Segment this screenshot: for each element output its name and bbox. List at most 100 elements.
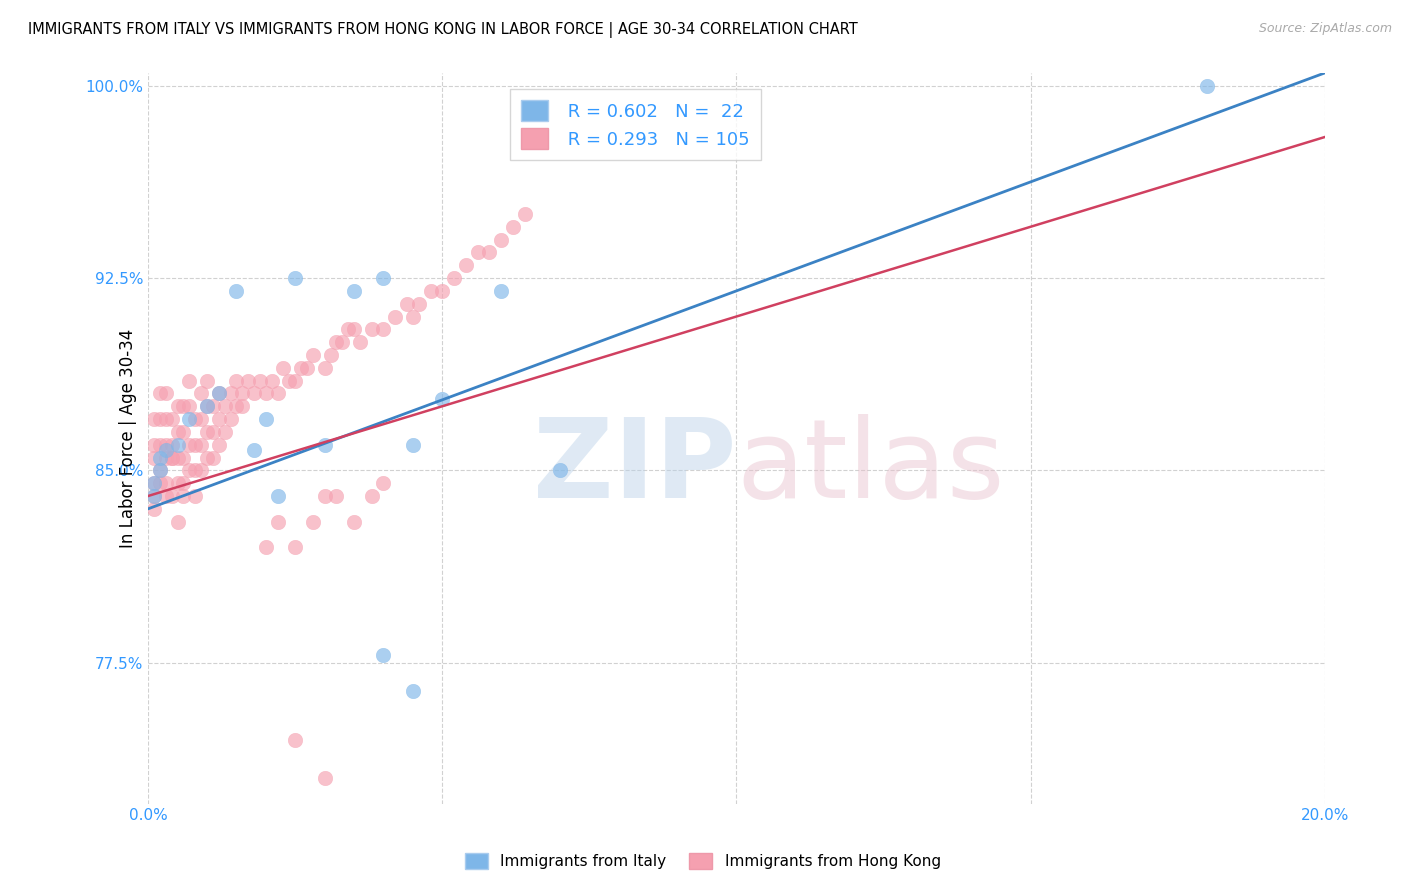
Point	[373, 648, 395, 662]
Point	[489, 284, 512, 298]
Point	[179, 374, 201, 388]
Point	[249, 374, 271, 388]
Point	[1195, 78, 1218, 93]
Point	[419, 284, 441, 298]
Point	[231, 386, 253, 401]
Point	[432, 284, 454, 298]
Point	[254, 386, 277, 401]
Point	[201, 450, 224, 465]
Point	[179, 399, 201, 413]
Point	[454, 258, 477, 272]
Point	[166, 399, 188, 413]
Point	[273, 360, 295, 375]
Y-axis label: In Labor Force | Age 30-34: In Labor Force | Age 30-34	[120, 328, 136, 548]
Point	[143, 450, 166, 465]
Point	[330, 335, 353, 350]
Point	[260, 374, 283, 388]
Point	[143, 412, 166, 426]
Point	[325, 489, 347, 503]
Point	[143, 489, 166, 503]
Point	[143, 476, 166, 491]
Point	[395, 296, 418, 310]
Point	[190, 463, 212, 477]
Point	[284, 541, 307, 555]
Point	[160, 412, 183, 426]
Point	[208, 386, 231, 401]
Point	[143, 501, 166, 516]
Point	[243, 442, 266, 457]
Point	[302, 515, 325, 529]
Point	[160, 438, 183, 452]
Point	[172, 425, 194, 439]
Point	[443, 271, 465, 285]
Point	[195, 425, 218, 439]
Point	[290, 360, 312, 375]
Text: Source: ZipAtlas.com: Source: ZipAtlas.com	[1258, 22, 1392, 36]
Point	[467, 245, 489, 260]
Point	[238, 374, 260, 388]
Point	[402, 310, 425, 324]
Point	[219, 386, 242, 401]
Point	[314, 771, 336, 785]
Point	[208, 412, 231, 426]
Point	[149, 450, 172, 465]
Point	[243, 386, 266, 401]
Point	[208, 386, 231, 401]
Point	[184, 438, 207, 452]
Point	[149, 412, 172, 426]
Point	[195, 450, 218, 465]
Point	[337, 322, 360, 336]
Point	[432, 392, 454, 406]
Point	[225, 399, 247, 413]
Legend:  R = 0.602   N =  22,  R = 0.293   N = 105: R = 0.602 N = 22, R = 0.293 N = 105	[510, 89, 761, 160]
Point	[155, 412, 177, 426]
Point	[360, 322, 382, 336]
Point	[343, 515, 366, 529]
Point	[190, 412, 212, 426]
Text: ZIP: ZIP	[533, 414, 737, 521]
Point	[155, 442, 177, 457]
Point	[149, 438, 172, 452]
Point	[179, 463, 201, 477]
Point	[184, 489, 207, 503]
Point	[179, 438, 201, 452]
Point	[190, 386, 212, 401]
Point	[214, 425, 236, 439]
Point	[278, 374, 301, 388]
Point	[343, 322, 366, 336]
Point	[219, 412, 242, 426]
Point	[155, 476, 177, 491]
Point	[314, 438, 336, 452]
Point	[155, 386, 177, 401]
Point	[172, 450, 194, 465]
Point	[184, 412, 207, 426]
Point	[166, 425, 188, 439]
Point	[184, 463, 207, 477]
Point	[295, 360, 318, 375]
Point	[402, 683, 425, 698]
Point	[143, 438, 166, 452]
Point	[349, 335, 371, 350]
Point	[325, 335, 347, 350]
Point	[373, 271, 395, 285]
Point	[166, 515, 188, 529]
Point	[190, 438, 212, 452]
Point	[155, 450, 177, 465]
Point	[201, 425, 224, 439]
Point	[160, 450, 183, 465]
Point	[343, 284, 366, 298]
Point	[208, 438, 231, 452]
Point	[160, 489, 183, 503]
Point	[319, 348, 342, 362]
Text: IMMIGRANTS FROM ITALY VS IMMIGRANTS FROM HONG KONG IN LABOR FORCE | AGE 30-34 CO: IMMIGRANTS FROM ITALY VS IMMIGRANTS FROM…	[28, 22, 858, 38]
Point	[172, 399, 194, 413]
Point	[143, 476, 166, 491]
Point	[513, 207, 536, 221]
Point	[284, 374, 307, 388]
Point	[266, 386, 288, 401]
Point	[201, 399, 224, 413]
Point	[548, 463, 571, 477]
Point	[373, 476, 395, 491]
Point	[266, 489, 288, 503]
Point	[225, 374, 247, 388]
